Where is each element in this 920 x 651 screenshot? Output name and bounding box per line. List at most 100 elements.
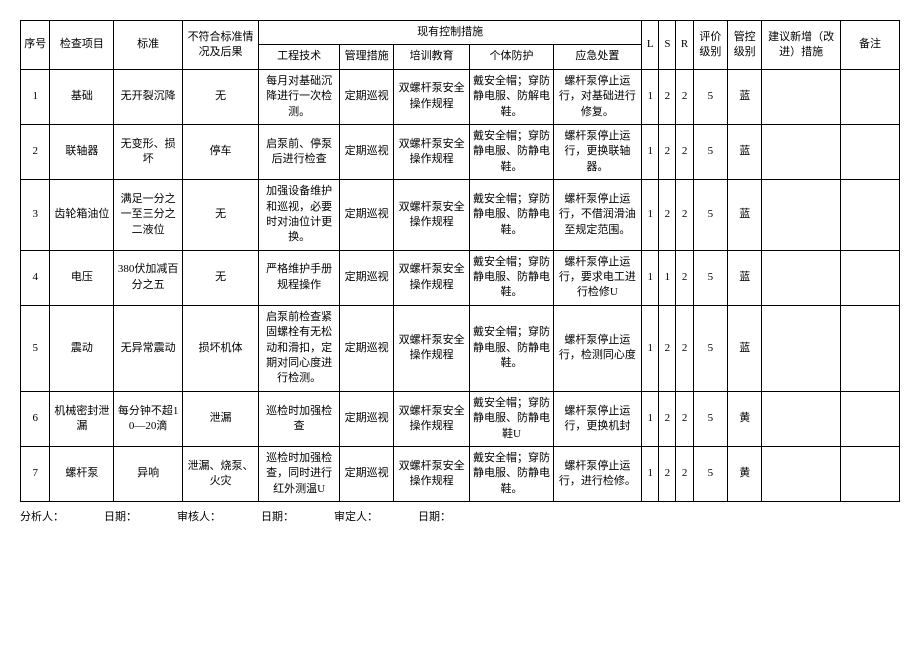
table-row: 5震动无异常震动损坏机体启泵前检查紧固螺栓有无松动和滑扣，定期对同心度进行检测。…: [21, 305, 900, 391]
cell-eval_level: 5: [693, 391, 727, 446]
cell-item: 联轴器: [50, 124, 114, 179]
cell-S: 2: [659, 180, 676, 251]
cell-R: 2: [676, 69, 693, 124]
cell-R: 2: [676, 250, 693, 305]
col-management: 管理措施: [340, 45, 394, 69]
cell-remark: [840, 69, 899, 124]
col-L: L: [642, 21, 659, 70]
cell-item: 机械密封泄漏: [50, 391, 114, 446]
cell-emergency: 螺杆泵停止运行，进行检修。: [553, 446, 641, 501]
col-nonconform: 不符合标准情况及后果: [183, 21, 259, 70]
cell-training: 双螺杆泵安全操作规程: [394, 180, 470, 251]
cell-S: 2: [659, 305, 676, 391]
col-item: 检查项目: [50, 21, 114, 70]
cell-suggestion: [762, 250, 841, 305]
cell-suggestion: [762, 391, 841, 446]
col-eval-level: 评价级别: [693, 21, 727, 70]
cell-eval_level: 5: [693, 446, 727, 501]
cell-eval_level: 5: [693, 305, 727, 391]
cell-seq: 4: [21, 250, 50, 305]
col-training: 培训教育: [394, 45, 470, 69]
cell-emergency: 螺杆泵停止运行，不借润滑油至规定范围。: [553, 180, 641, 251]
cell-S: 2: [659, 446, 676, 501]
cell-S: 2: [659, 124, 676, 179]
footer-line: 分析人： 日期： 审核人： 日期： 审定人： 日期：: [20, 508, 900, 524]
cell-standard: 异响: [114, 446, 183, 501]
cell-standard: 无异常震动: [114, 305, 183, 391]
cell-eval_level: 5: [693, 124, 727, 179]
cell-item: 螺杆泵: [50, 446, 114, 501]
cell-ctrl_level: 蓝: [728, 124, 762, 179]
cell-seq: 2: [21, 124, 50, 179]
cell-S: 1: [659, 250, 676, 305]
cell-nonconform: 泄漏: [183, 391, 259, 446]
date-label-1: 日期：: [104, 508, 137, 524]
cell-training: 双螺杆泵安全操作规程: [394, 124, 470, 179]
col-R: R: [676, 21, 693, 70]
col-S: S: [659, 21, 676, 70]
col-standard: 标准: [114, 21, 183, 70]
cell-R: 2: [676, 124, 693, 179]
cell-S: 2: [659, 69, 676, 124]
cell-seq: 5: [21, 305, 50, 391]
cell-ctrl_level: 黄: [728, 446, 762, 501]
cell-remark: [840, 180, 899, 251]
cell-ctrl_level: 蓝: [728, 69, 762, 124]
cell-ppe: 戴安全帽；穿防静电服、防静电鞋U: [470, 391, 553, 446]
cell-nonconform: 停车: [183, 124, 259, 179]
cell-standard: 无开裂沉降: [114, 69, 183, 124]
cell-nonconform: 无: [183, 69, 259, 124]
table-row: 6机械密封泄漏每分钟不超10—20滴泄漏巡检时加强检查定期巡视双螺杆泵安全操作规…: [21, 391, 900, 446]
cell-seq: 7: [21, 446, 50, 501]
cell-ppe: 戴安全帽；穿防静电服、防静电鞋。: [470, 180, 553, 251]
cell-management: 定期巡视: [340, 305, 394, 391]
cell-engineering: 加强设备维护和巡视，必要时对油位计更换。: [259, 180, 340, 251]
cell-management: 定期巡视: [340, 124, 394, 179]
cell-R: 2: [676, 305, 693, 391]
cell-remark: [840, 124, 899, 179]
cell-training: 双螺杆泵安全操作规程: [394, 446, 470, 501]
cell-management: 定期巡视: [340, 69, 394, 124]
approver-label: 审定人：: [334, 508, 378, 524]
cell-item: 电压: [50, 250, 114, 305]
cell-suggestion: [762, 305, 841, 391]
cell-R: 2: [676, 391, 693, 446]
date-label-2: 日期：: [261, 508, 294, 524]
col-remark: 备注: [840, 21, 899, 70]
table-row: 2联轴器无变形、损坏停车启泵前、停泵后进行检查定期巡视双螺杆泵安全操作规程戴安全…: [21, 124, 900, 179]
cell-ppe: 戴安全帽；穿防静电服、防静电鞋。: [470, 305, 553, 391]
cell-standard: 380伏加减百分之五: [114, 250, 183, 305]
cell-ctrl_level: 蓝: [728, 305, 762, 391]
cell-seq: 6: [21, 391, 50, 446]
col-ctrl-level: 管控级别: [728, 21, 762, 70]
cell-training: 双螺杆泵安全操作规程: [394, 69, 470, 124]
cell-L: 1: [642, 180, 659, 251]
col-ppe: 个体防护: [470, 45, 553, 69]
cell-suggestion: [762, 69, 841, 124]
cell-standard: 满足一分之一至三分之二液位: [114, 180, 183, 251]
cell-training: 双螺杆泵安全操作规程: [394, 391, 470, 446]
col-engineering: 工程技术: [259, 45, 340, 69]
cell-item: 震动: [50, 305, 114, 391]
col-emergency: 应急处置: [553, 45, 641, 69]
cell-seq: 3: [21, 180, 50, 251]
cell-emergency: 螺杆泵停止运行，更换联轴器。: [553, 124, 641, 179]
cell-suggestion: [762, 180, 841, 251]
cell-nonconform: 无: [183, 180, 259, 251]
cell-ppe: 戴安全帽；穿防静电服、防静电鞋。: [470, 446, 553, 501]
cell-emergency: 螺杆泵停止运行，对基础进行修复。: [553, 69, 641, 124]
cell-nonconform: 无: [183, 250, 259, 305]
col-suggestion: 建议新增（改进）措施: [762, 21, 841, 70]
cell-ctrl_level: 蓝: [728, 250, 762, 305]
cell-ctrl_level: 蓝: [728, 180, 762, 251]
inspection-table: 序号 检查项目 标准 不符合标准情况及后果 现有控制措施 L S R 评价级别 …: [20, 20, 900, 502]
cell-R: 2: [676, 180, 693, 251]
cell-L: 1: [642, 69, 659, 124]
cell-L: 1: [642, 250, 659, 305]
cell-S: 2: [659, 391, 676, 446]
cell-training: 双螺杆泵安全操作规程: [394, 305, 470, 391]
cell-engineering: 巡检时加强检查，同时进行红外测温U: [259, 446, 340, 501]
table-wrapper: 序号 检查项目 标准 不符合标准情况及后果 现有控制措施 L S R 评价级别 …: [20, 20, 900, 524]
cell-emergency: 螺杆泵停止运行，更换机封: [553, 391, 641, 446]
date-label-3: 日期：: [418, 508, 451, 524]
